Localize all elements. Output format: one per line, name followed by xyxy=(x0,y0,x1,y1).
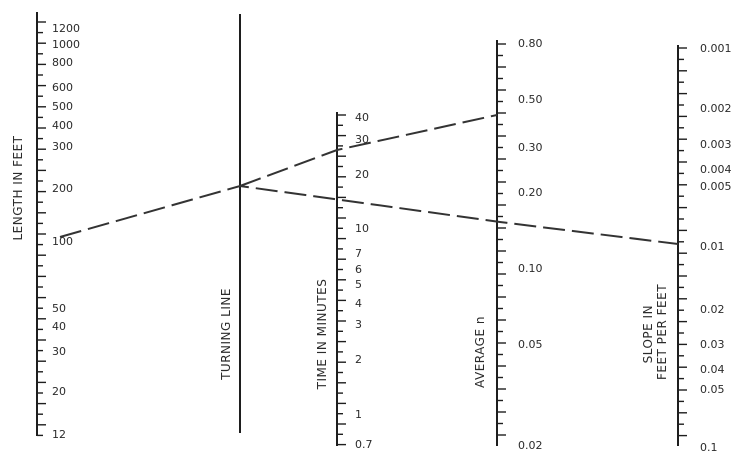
slope-scale-title-line2: FEET PER FEET xyxy=(655,284,669,380)
length-label-30: 30 xyxy=(52,345,66,358)
length-label-200: 200 xyxy=(52,182,73,195)
length-label-100: 100 xyxy=(52,235,73,248)
time-label-4: 4 xyxy=(355,297,362,310)
n-label-0-02: 0.02 xyxy=(518,439,543,452)
length-labels: 1200 1000 800 600 500 400 300 200 100 50… xyxy=(52,22,80,441)
n-labels: 0.80 0.50 0.30 0.20 0.10 0.05 0.02 xyxy=(518,37,543,452)
slope-label-0-003: 0.003 xyxy=(700,138,732,151)
n-label-0-50: 0.50 xyxy=(518,93,543,106)
n-label-0-20: 0.20 xyxy=(518,186,543,199)
time-label-20: 20 xyxy=(355,168,369,181)
slope-label-0-1: 0.1 xyxy=(700,441,718,454)
slope-label-0-04: 0.04 xyxy=(700,363,725,376)
n-label-0-10: 0.10 xyxy=(518,262,543,275)
example-line-length-to-slope xyxy=(59,184,679,245)
slope-scale-title-line1: SLOPE IN xyxy=(641,305,655,363)
time-label-7: 7 xyxy=(355,247,362,260)
time-ticks xyxy=(337,114,346,446)
time-label-3: 3 xyxy=(355,318,362,331)
time-label-6: 6 xyxy=(355,263,362,276)
slope-ticks xyxy=(678,47,687,437)
length-label-600: 600 xyxy=(52,81,73,94)
length-label-12: 12 xyxy=(52,428,66,441)
slope-label-0-004: 0.004 xyxy=(700,163,732,176)
time-label-5: 5 xyxy=(355,278,362,291)
time-label-0-7: 0.7 xyxy=(355,438,373,451)
average-n-scale-title: AVERAGE n xyxy=(473,316,487,388)
n-ticks xyxy=(497,43,506,436)
length-label-1000: 1000 xyxy=(52,38,80,51)
slope-label-0-05: 0.05 xyxy=(700,383,725,396)
slope-label-0-02: 0.02 xyxy=(700,303,725,316)
length-label-500: 500 xyxy=(52,100,73,113)
slope-label-0-002: 0.002 xyxy=(700,102,732,115)
n-label-0-30: 0.30 xyxy=(518,141,543,154)
turning-line-title: TURNING LINE xyxy=(219,288,233,381)
time-label-10: 10 xyxy=(355,222,369,235)
time-labels: 40 30 20 10 7 6 5 4 3 2 1 0.7 xyxy=(355,111,373,451)
time-label-2: 2 xyxy=(355,353,362,366)
length-ticks xyxy=(37,21,46,437)
length-label-40: 40 xyxy=(52,320,66,333)
example-line-turning-to-n xyxy=(239,114,498,187)
slope-scale-title: SLOPE IN FEET PER FEET xyxy=(641,284,669,380)
length-label-400: 400 xyxy=(52,119,73,132)
slope-label-0-005: 0.005 xyxy=(700,180,732,193)
length-label-1200: 1200 xyxy=(52,22,80,35)
time-label-1: 1 xyxy=(355,408,362,421)
n-label-0-05: 0.05 xyxy=(518,338,543,351)
slope-label-0-001: 0.001 xyxy=(700,42,732,55)
slope-label-0-03: 0.03 xyxy=(700,338,725,351)
n-label-0-80: 0.80 xyxy=(518,37,543,50)
time-scale-title: TIME IN MINUTES xyxy=(315,279,329,391)
length-label-300: 300 xyxy=(52,140,73,153)
length-scale-title: LENGTH IN FEET xyxy=(11,135,25,240)
length-label-800: 800 xyxy=(52,56,73,69)
length-label-20: 20 xyxy=(52,385,66,398)
time-label-40: 40 xyxy=(355,111,369,124)
slope-labels: 0.001 0.002 0.003 0.004 0.005 0.01 0.02 … xyxy=(700,42,732,454)
slope-label-0-01: 0.01 xyxy=(700,240,725,253)
length-label-50: 50 xyxy=(52,302,66,315)
